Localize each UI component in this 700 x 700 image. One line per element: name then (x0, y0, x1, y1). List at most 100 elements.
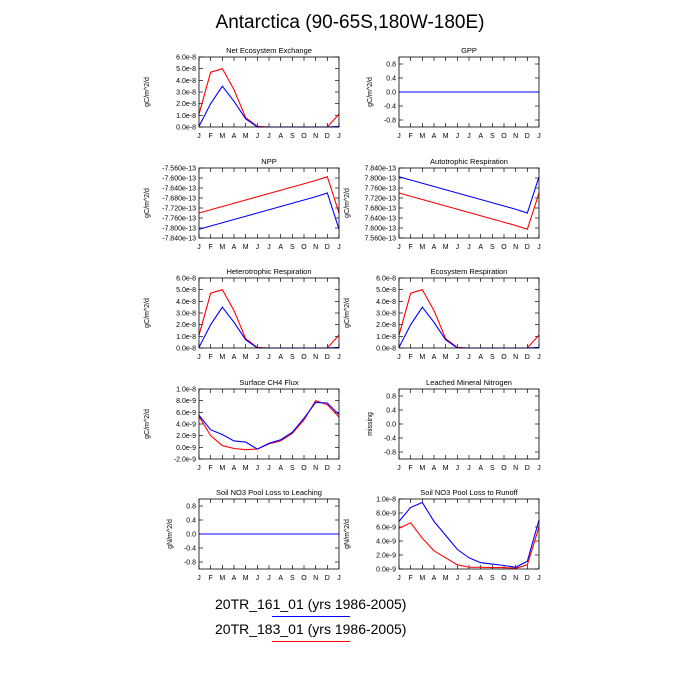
x-tick-label: M (219, 575, 225, 582)
x-tick-label: O (301, 244, 307, 251)
x-tick-label: F (209, 575, 213, 582)
x-tick-label: M (243, 575, 249, 582)
y-tick-label: -0.8 (384, 118, 396, 125)
x-tick-label: J (267, 354, 271, 361)
series-line (198, 289, 340, 349)
y-tick-label: -0.4 (384, 436, 396, 443)
x-tick-label: M (443, 465, 449, 472)
x-tick-label: N (313, 575, 318, 582)
x-tick-label: J (467, 465, 471, 472)
y-tick-label: -7.800e-13 (162, 226, 196, 233)
y-tick-label: 0.8 (386, 394, 396, 401)
y-tick-label: 0.4 (186, 518, 196, 525)
x-tick-label: J (456, 244, 460, 251)
y-tick-label: 4.0e-8 (176, 299, 196, 306)
x-tick-label: F (209, 354, 213, 361)
y-tick-label: 1.0e-8 (176, 387, 196, 394)
y-tick-label: 1.0e-8 (176, 334, 196, 341)
x-tick-label: M (419, 244, 425, 251)
y-tick-label: 0.0e-8 (176, 125, 196, 132)
x-tick-label: M (419, 354, 425, 361)
x-tick-label: M (419, 465, 425, 472)
y-tick-label: 0.0 (386, 422, 396, 429)
x-tick-label: S (290, 354, 295, 361)
x-tick-label: J (197, 133, 201, 140)
x-tick-label: N (513, 354, 518, 361)
y-tick-label: -7.640e-13 (162, 186, 196, 193)
y-tick-label: -7.840e-13 (162, 236, 196, 243)
series-line (198, 176, 340, 214)
x-tick-label: F (209, 133, 213, 140)
plot-frame (198, 56, 340, 128)
x-tick-label: S (290, 575, 295, 582)
x-tick-label: J (467, 575, 471, 582)
x-tick-label: D (325, 465, 330, 472)
x-tick-label: O (301, 133, 307, 140)
y-tick-label: 6.0e-8 (176, 276, 196, 283)
chart-panel: Heterotrophic Respiration gC/m^2/d 0.0e-8 1… (144, 267, 341, 361)
y-tick-label: 7.680e-13 (364, 206, 396, 213)
x-tick-label: J (267, 133, 271, 140)
x-tick-label: M (419, 133, 425, 140)
y-tick-label: 7.720e-13 (364, 196, 396, 203)
y-tick-label: -7.760e-13 (162, 216, 196, 223)
y-tick-label: 2.0e-9 (176, 433, 196, 440)
plot-frame (398, 498, 540, 570)
x-tick-label: M (219, 354, 225, 361)
x-tick-label: J (256, 354, 260, 361)
y-axis-label: gN/m^2/d (344, 519, 351, 549)
x-tick-label: J (267, 465, 271, 472)
x-tick-label: A (232, 575, 237, 582)
x-tick-label: M (243, 354, 249, 361)
x-tick-label: A (232, 133, 237, 140)
x-tick-label: J (397, 354, 401, 361)
y-tick-label: 0.0e-9 (376, 567, 396, 574)
x-tick-label: A (432, 354, 437, 361)
y-tick-label: -7.600e-13 (162, 176, 196, 183)
x-tick-label: N (513, 575, 518, 582)
x-tick-label: A (478, 354, 483, 361)
y-tick-label: 4.0e-9 (176, 422, 196, 429)
chart-panel: Surface CH4 Flux gC/m^2/d -2.0e-9 0.0e-9 2.0… (144, 378, 341, 472)
x-tick-label: J (456, 133, 460, 140)
chart-panel: Soil NO3 Pool Loss to Runoff gN/m^2/d 0.0e… (344, 488, 541, 582)
y-tick-label: 3.0e-8 (376, 311, 396, 318)
series-line (198, 68, 340, 128)
x-tick-label: J (337, 354, 341, 361)
x-tick-label: A (232, 465, 237, 472)
x-tick-label: J (197, 465, 201, 472)
y-tick-label: 1.0e-8 (376, 334, 396, 341)
x-tick-label: A (432, 465, 437, 472)
plot-frame (398, 56, 540, 128)
y-tick-label: 0.8 (186, 504, 196, 511)
x-tick-label: M (443, 133, 449, 140)
y-tick-label: -0.8 (184, 560, 196, 567)
y-tick-label: 6.0e-8 (176, 55, 196, 62)
plot-frame (198, 388, 340, 460)
x-tick-label: D (325, 133, 330, 140)
x-tick-label: F (209, 465, 213, 472)
x-tick-label: M (243, 133, 249, 140)
x-tick-label: O (501, 575, 507, 582)
x-tick-label: F (409, 133, 413, 140)
chart-title: Soil NO3 Pool Loss to Runoff (420, 488, 518, 497)
y-axis-label: gC/m^2/d (144, 298, 151, 328)
y-tick-label: -0.4 (384, 104, 396, 111)
x-tick-label: F (409, 465, 413, 472)
x-tick-label: A (278, 465, 283, 472)
chart-title: Ecosystem Respiration (431, 267, 508, 276)
x-tick-label: A (478, 133, 483, 140)
x-tick-label: M (443, 244, 449, 251)
y-tick-label: -0.4 (184, 546, 196, 553)
series-line (198, 400, 340, 451)
x-tick-label: J (337, 244, 341, 251)
y-tick-label: 5.0e-8 (376, 287, 396, 294)
x-tick-label: J (537, 244, 541, 251)
y-tick-label: 2.0e-9 (376, 553, 396, 560)
x-tick-label: O (501, 354, 507, 361)
x-tick-label: A (232, 354, 237, 361)
x-tick-label: S (490, 465, 495, 472)
chart-title: Heterotrophic Respiration (226, 267, 311, 276)
legend-line-red (272, 641, 350, 642)
